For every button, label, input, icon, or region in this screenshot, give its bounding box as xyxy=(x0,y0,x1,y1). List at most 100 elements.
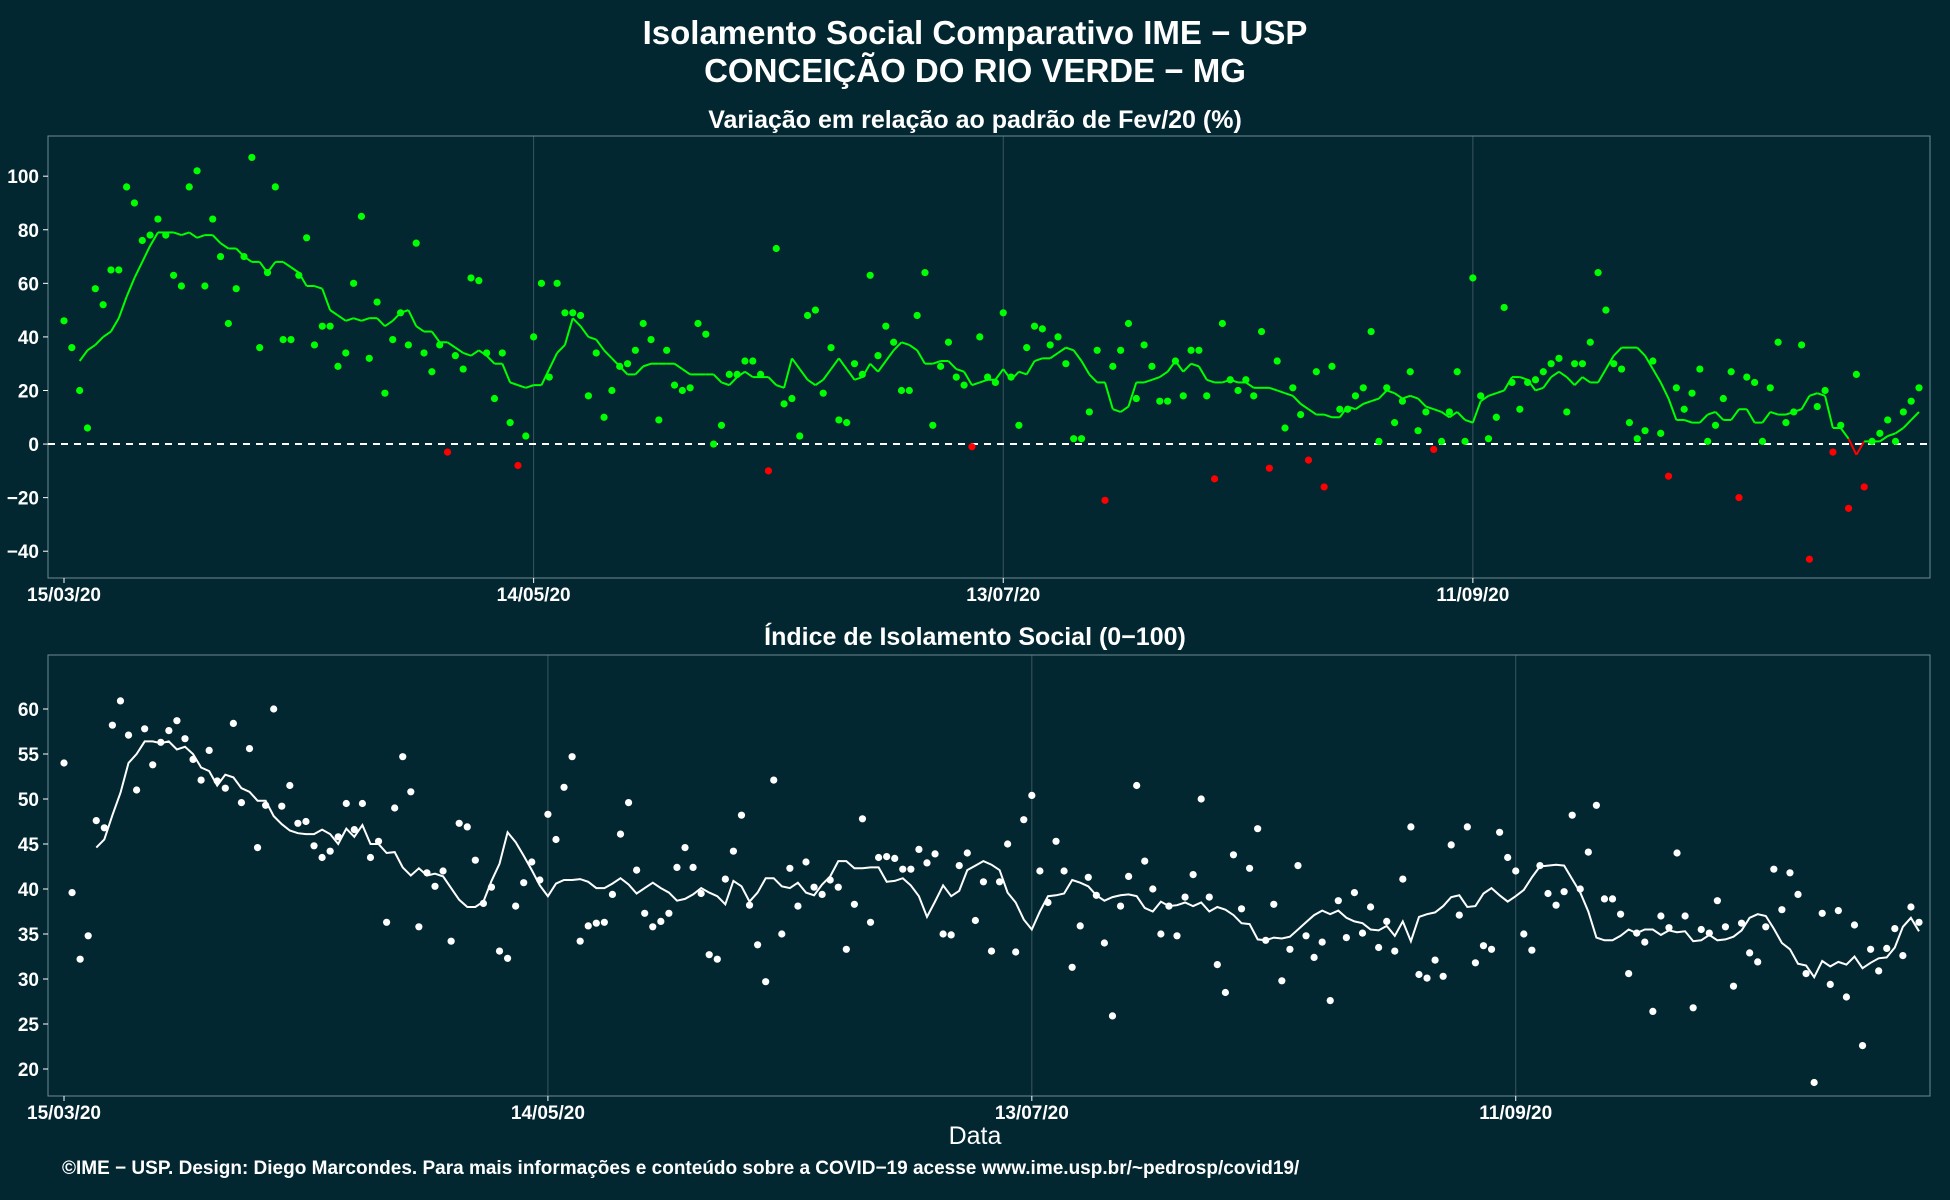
moving-average-segment xyxy=(211,234,222,244)
data-point xyxy=(1289,384,1297,392)
data-point xyxy=(1062,360,1070,368)
data-point xyxy=(1455,911,1463,919)
moving-average-segment xyxy=(540,368,551,386)
data-point xyxy=(1576,885,1584,893)
moving-average-segment xyxy=(955,368,965,373)
data-point xyxy=(1148,362,1156,370)
data-point xyxy=(1304,456,1313,464)
data-point xyxy=(1351,392,1360,400)
data-point xyxy=(1406,368,1414,376)
data-point xyxy=(1867,945,1875,953)
data-point xyxy=(624,799,633,807)
data-point xyxy=(1727,368,1735,376)
data-point xyxy=(1210,475,1219,483)
moving-average-segment xyxy=(415,325,425,333)
data-point xyxy=(1423,974,1431,982)
data-point xyxy=(528,858,536,866)
data-point xyxy=(428,368,436,376)
data-point xyxy=(1790,408,1798,416)
data-point xyxy=(770,776,778,784)
data-point xyxy=(1594,269,1602,277)
y-tick-label: 60 xyxy=(18,700,39,721)
data-point xyxy=(1237,905,1246,913)
data-point xyxy=(1633,929,1641,937)
moving-average-segment xyxy=(1714,411,1725,421)
data-point xyxy=(1858,1042,1867,1050)
data-point xyxy=(1250,392,1258,400)
data-point xyxy=(842,945,850,953)
moving-average-segment xyxy=(1057,346,1067,354)
data-point xyxy=(475,277,483,285)
data-point xyxy=(843,419,851,427)
data-point xyxy=(1821,386,1829,395)
data-point xyxy=(334,833,342,841)
data-point xyxy=(1358,929,1367,937)
data-point xyxy=(1187,346,1195,354)
panel-title-2: Índice de Isolamento Social (0−100) xyxy=(764,622,1186,651)
data-point xyxy=(1616,910,1625,918)
moving-average-segment xyxy=(1800,395,1811,410)
data-point xyxy=(1536,862,1544,870)
data-point xyxy=(1524,378,1532,387)
data-point xyxy=(1751,378,1759,387)
data-point xyxy=(342,349,350,357)
data-point xyxy=(383,918,391,926)
data-point xyxy=(741,357,749,365)
data-point xyxy=(1342,934,1350,942)
data-point xyxy=(1149,885,1157,893)
x-tick-label: 14/05/20 xyxy=(497,585,571,606)
data-point xyxy=(1092,891,1100,899)
data-point xyxy=(229,719,237,728)
data-point xyxy=(1743,373,1751,381)
data-point xyxy=(796,432,804,440)
data-point xyxy=(495,947,504,955)
data-point xyxy=(1422,408,1430,416)
y-tick-label: 50 xyxy=(18,790,39,811)
data-point xyxy=(1829,448,1837,456)
moving-average-segment xyxy=(188,231,198,239)
data-point xyxy=(923,859,931,867)
data-point xyxy=(373,298,381,306)
data-point xyxy=(1367,327,1375,336)
data-point xyxy=(1242,376,1250,384)
data-point xyxy=(1471,959,1480,967)
data-point xyxy=(1617,365,1626,373)
moving-average-segment xyxy=(1362,400,1372,405)
data-point xyxy=(366,853,375,862)
data-point xyxy=(968,443,976,451)
data-point xyxy=(1028,791,1036,800)
moving-average-segment xyxy=(1394,392,1403,400)
moving-average-segment xyxy=(78,349,89,362)
data-point xyxy=(1262,936,1270,944)
moving-average-segment xyxy=(219,242,229,250)
data-point xyxy=(263,269,272,277)
data-point xyxy=(1544,889,1552,898)
moving-average-segment xyxy=(1535,386,1544,392)
y-tick-label: 80 xyxy=(18,221,39,242)
data-point xyxy=(1876,429,1884,437)
moving-average-segment xyxy=(454,346,464,354)
data-point xyxy=(141,725,149,733)
data-point xyxy=(1665,924,1673,932)
moving-average-segment xyxy=(1730,408,1740,421)
data-point xyxy=(1891,925,1899,933)
data-point xyxy=(600,918,608,926)
data-point xyxy=(1547,360,1555,368)
data-point xyxy=(1164,397,1172,405)
moving-average-segment xyxy=(1809,392,1818,397)
data-point xyxy=(1649,357,1657,365)
data-point xyxy=(173,717,181,725)
data-point xyxy=(850,360,859,368)
data-point xyxy=(568,753,576,761)
data-point xyxy=(487,883,496,891)
data-point xyxy=(1508,378,1516,387)
moving-average-segment xyxy=(681,368,691,376)
moving-average-segment xyxy=(1440,411,1450,419)
data-point xyxy=(467,274,475,282)
moving-average-segment xyxy=(1245,381,1255,389)
data-point xyxy=(1770,865,1778,873)
data-point xyxy=(498,349,506,357)
data-point xyxy=(757,370,765,379)
data-point xyxy=(1786,869,1794,877)
data-point xyxy=(772,244,780,253)
